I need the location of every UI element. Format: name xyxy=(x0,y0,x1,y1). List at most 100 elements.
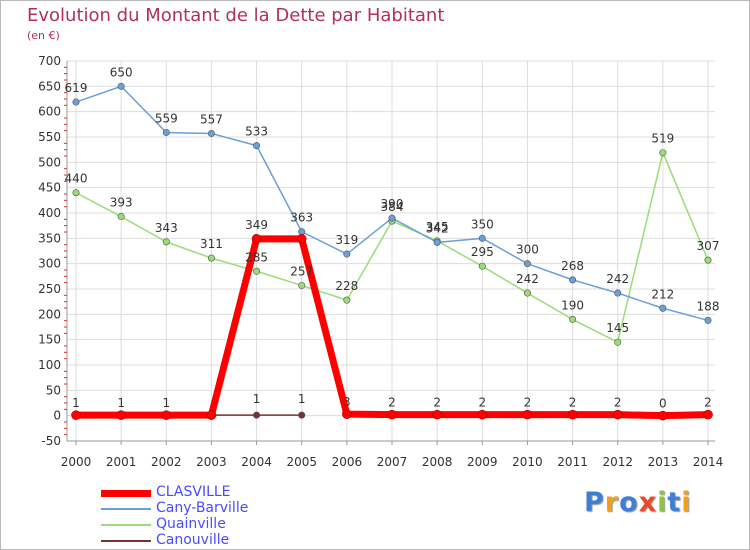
data-label: 2 xyxy=(614,396,622,410)
data-label: 285 xyxy=(245,250,268,264)
x-tick-label: 2008 xyxy=(422,455,453,469)
data-label: 390 xyxy=(381,197,404,211)
legend-label: Canouville xyxy=(156,532,230,548)
logo-letter: r xyxy=(604,487,620,518)
data-label: 349 xyxy=(245,218,268,232)
data-point xyxy=(704,316,712,324)
data-label: 559 xyxy=(155,111,178,125)
data-point xyxy=(251,234,262,244)
data-point xyxy=(71,410,81,420)
data-point xyxy=(478,234,486,242)
data-label: 350 xyxy=(471,217,494,231)
data-label: 295 xyxy=(471,245,494,259)
data-point xyxy=(569,315,577,323)
y-tick-label: 700 xyxy=(38,54,61,68)
data-label: 342 xyxy=(426,221,449,235)
data-label: 1 xyxy=(117,396,125,410)
data-point xyxy=(387,409,397,420)
data-point xyxy=(658,410,668,421)
y-tick-label: -50 xyxy=(41,434,61,448)
data-point xyxy=(478,262,486,270)
data-label: 1 xyxy=(162,396,170,410)
data-label: 2 xyxy=(433,396,441,410)
data-label: 2 xyxy=(388,396,396,410)
y-tick-label: 550 xyxy=(38,130,61,144)
y-tick-label: 600 xyxy=(38,105,61,119)
data-point xyxy=(72,189,80,197)
data-point xyxy=(343,250,351,258)
data-label: 343 xyxy=(155,221,178,235)
logo-letter: x xyxy=(638,487,658,518)
data-label: 145 xyxy=(606,321,629,335)
data-label: 2 xyxy=(704,396,712,410)
data-point xyxy=(614,289,622,297)
y-tick-label: 450 xyxy=(38,181,61,195)
data-point xyxy=(253,267,261,275)
y-tick-label: 200 xyxy=(38,307,61,321)
legend-swatch xyxy=(101,508,151,510)
legend-label: CLASVILLE xyxy=(156,484,231,500)
data-point xyxy=(298,411,306,419)
data-point xyxy=(116,410,126,420)
data-point xyxy=(388,214,396,222)
data-label: 393 xyxy=(110,196,133,210)
data-label: 268 xyxy=(561,259,584,273)
logo-letter: P xyxy=(584,487,605,518)
x-tick-label: 2001 xyxy=(106,455,137,469)
x-tick-label: 2006 xyxy=(332,455,363,469)
data-label: 190 xyxy=(561,298,584,312)
data-label: 533 xyxy=(245,125,268,139)
chart-title: Evolution du Montant de la Dette par Hab… xyxy=(27,5,445,26)
x-tick-label: 2005 xyxy=(286,455,317,469)
data-label: 242 xyxy=(516,272,539,286)
data-label: 363 xyxy=(290,211,313,225)
y-tick-label: 650 xyxy=(38,79,61,93)
data-label: 188 xyxy=(697,299,720,313)
data-point xyxy=(342,409,352,419)
y-tick-label: 350 xyxy=(38,231,61,245)
data-label: 212 xyxy=(651,287,674,301)
data-label: 257 xyxy=(290,264,313,278)
data-label: 1 xyxy=(298,392,306,406)
data-point xyxy=(432,409,442,420)
data-point xyxy=(253,142,261,150)
logo-letter: i xyxy=(657,487,668,518)
x-tick-label: 2004 xyxy=(241,455,272,469)
x-tick-label: 2009 xyxy=(467,455,498,469)
data-point xyxy=(477,409,488,420)
logo-letter: i xyxy=(681,487,692,518)
data-point xyxy=(296,234,307,244)
data-point xyxy=(343,296,351,304)
data-label: 2 xyxy=(569,396,577,410)
y-tick-label: 100 xyxy=(38,358,61,372)
data-point xyxy=(567,409,578,420)
data-label: 345 xyxy=(426,220,449,234)
data-label: 650 xyxy=(110,65,133,79)
data-point xyxy=(161,410,172,420)
data-point xyxy=(207,129,215,137)
x-tick-label: 2003 xyxy=(196,455,227,469)
data-label: 1 xyxy=(72,396,80,410)
data-point xyxy=(117,213,125,221)
data-label: 3 xyxy=(343,395,351,409)
data-point xyxy=(704,256,712,264)
chart-unit: (en €) xyxy=(27,29,60,42)
data-point xyxy=(162,128,170,136)
data-label: 519 xyxy=(651,132,674,146)
x-tick-label: 2007 xyxy=(377,455,408,469)
x-tick-label: 2013 xyxy=(648,455,679,469)
y-tick-label: 250 xyxy=(38,282,61,296)
legend-swatch xyxy=(101,524,151,526)
logo-letter: o xyxy=(619,487,639,518)
data-point xyxy=(72,98,80,106)
data-label: 619 xyxy=(65,81,88,95)
data-label: 242 xyxy=(606,272,629,286)
y-tick-label: 0 xyxy=(53,409,61,423)
data-point xyxy=(523,260,531,268)
data-point xyxy=(523,289,531,297)
data-point xyxy=(612,409,623,420)
y-tick-label: 150 xyxy=(38,333,61,347)
x-tick-label: 2011 xyxy=(557,455,588,469)
data-point xyxy=(207,254,215,262)
data-label: 557 xyxy=(200,112,223,126)
